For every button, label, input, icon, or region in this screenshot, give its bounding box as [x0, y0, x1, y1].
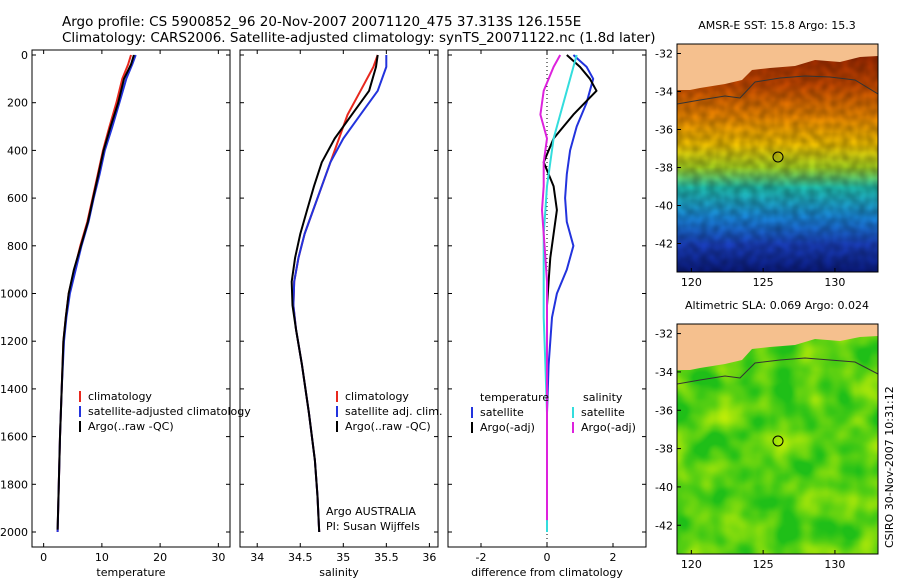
- salinity-panel: 34 34.5 35 35.5 36 salinity: [239, 49, 439, 579]
- salinity-xtick-label: 35: [336, 551, 350, 564]
- sla_map-ytick-label: -40: [655, 481, 673, 494]
- credit-line1: Argo AUSTRALIA: [326, 505, 416, 518]
- salinity-xlabel: salinity: [319, 566, 359, 579]
- credit-line2: PI: Susan Wijffels: [326, 520, 420, 533]
- sst_map-xtick-label: 125: [753, 276, 774, 289]
- sla-land: [677, 324, 878, 370]
- depth-tick-label: 400: [7, 144, 28, 157]
- sla_map-xtick-label: 125: [753, 558, 774, 571]
- depth-tick-label: 1200: [0, 335, 28, 348]
- sst_map-title: AMSR-E SST: 15.8 Argo: 15.3: [698, 19, 856, 32]
- side-timestamp: CSIRO 30-Nov-2007 10:31:12: [883, 386, 896, 548]
- depth-tick-label: 600: [7, 192, 28, 205]
- depth-tick-label: 800: [7, 240, 28, 253]
- legend-entry: satellite-adjusted climatology: [88, 405, 251, 418]
- sla_map-ytick-label: -34: [655, 366, 673, 379]
- salinity-xtick-label: 36: [422, 551, 436, 564]
- salinity-frame: [239, 49, 439, 548]
- sla-argo-marker: [772, 435, 784, 447]
- depth-tick-label: 200: [7, 97, 28, 110]
- salinity-xtick-label: 34.5: [288, 551, 313, 564]
- figure-title-line1: Argo profile: CS 5900852_96 20-Nov-2007 …: [62, 14, 582, 30]
- salinity-legend: climatology satellite adj. clim. Argo(..ra…: [336, 390, 442, 433]
- difference-series-2: [542, 54, 598, 530]
- legend-entry: satellite adj. clim.: [345, 405, 442, 418]
- difference-xlabel: difference from climatology: [471, 566, 623, 579]
- legend-entry: Argo(-adj): [480, 421, 535, 434]
- sla_map-ytick-label: -42: [655, 519, 673, 532]
- temperature-xlabel: temperature: [96, 566, 165, 579]
- temperature-panel: 0 10 20 30 temperature 0 200 400 600 800 1000 1200 1…: [0, 49, 231, 579]
- sla_map-ytick-label: -32: [655, 328, 673, 341]
- sst_map-ytick-label: -38: [655, 162, 673, 175]
- sla-contour: [677, 357, 878, 385]
- difference-xtick-label: -2: [476, 551, 487, 564]
- sla-map: [676, 323, 879, 555]
- legend-entry: Argo(-adj): [581, 421, 636, 434]
- legend-entry: Argo(..raw -QC): [88, 420, 174, 433]
- legend-entry: Argo(..raw -QC): [345, 420, 431, 433]
- sst_map-ytick-label: -34: [655, 86, 673, 99]
- salinity-series-2: [292, 55, 388, 533]
- sla_map-ytick-label: -36: [655, 404, 673, 417]
- sst_map-xtick-label: 120: [681, 276, 702, 289]
- difference-xtick-label: 2: [610, 551, 617, 564]
- salinity-series-1: [292, 54, 379, 533]
- sla_map-xtick-label: 130: [824, 558, 845, 571]
- legend-entry: satellite: [480, 406, 524, 419]
- sst_map-ytick-label: -32: [655, 48, 673, 61]
- sla_map-ytick-label: -38: [655, 443, 673, 456]
- depth-tick-label: 1000: [0, 288, 28, 301]
- sst-contour: [677, 75, 878, 105]
- temperature-frame: [31, 49, 231, 548]
- temperature-legend: climatology satellite-adjusted climatolog…: [79, 390, 251, 433]
- depth-tick-label: 0: [21, 49, 28, 62]
- sla_map-xtick-label: 120: [681, 558, 702, 571]
- difference-series-4: [539, 54, 562, 521]
- temperature-xtick-label: 20: [153, 551, 167, 564]
- salinity-series-3: [290, 54, 379, 533]
- legend-title-temperature: temperature: [480, 391, 549, 404]
- temperature-xtick-label: 10: [95, 551, 109, 564]
- legend-entry: satellite: [581, 406, 625, 419]
- sst_map-ytick-label: -42: [655, 238, 673, 251]
- legend-entry: climatology: [345, 390, 409, 403]
- legend-title-salinity: salinity: [583, 391, 623, 404]
- sst-map: [676, 43, 879, 273]
- sst-argo-marker: [772, 151, 784, 163]
- temperature-xtick-label: 0: [40, 551, 47, 564]
- salinity-xtick-label: 35.5: [374, 551, 399, 564]
- sst_map-ytick-label: -40: [655, 200, 673, 213]
- depth-tick-label: 1400: [0, 383, 28, 396]
- sst_map-ytick-label: -36: [655, 124, 673, 137]
- figure-title-line2: Climatology: CARS2006. Satellite-adjuste…: [62, 30, 656, 46]
- depth-tick-label: 1600: [0, 431, 28, 444]
- temperature-series-3: [56, 54, 135, 530]
- sla_map-title: Altimetric SLA: 0.069 Argo: 0.024: [685, 299, 869, 312]
- legend-entry: climatology: [88, 390, 152, 403]
- difference-xtick-label: 0: [544, 551, 551, 564]
- sst-land: [677, 44, 878, 90]
- temperature-xtick-label: 30: [211, 551, 225, 564]
- sst_map-xtick-label: 130: [824, 276, 845, 289]
- depth-tick-label: 2000: [0, 526, 28, 539]
- depth-tick-label: 1800: [0, 478, 28, 491]
- difference-panel: -2 0 2 difference from climatology: [447, 49, 647, 579]
- difference-legend: temperature salinity satellite Argo(-adj) sa…: [471, 391, 636, 434]
- difference-series-1: [546, 54, 595, 532]
- salinity-xtick-label: 34: [250, 551, 264, 564]
